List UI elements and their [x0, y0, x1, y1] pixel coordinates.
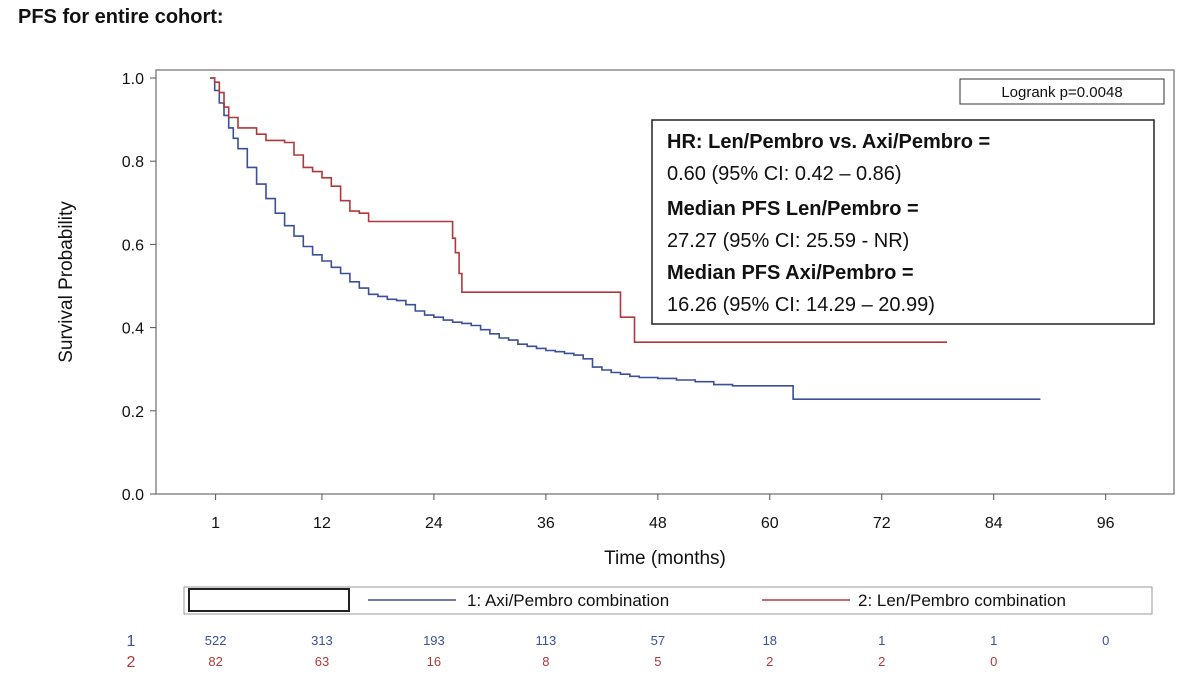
logrank-box — [959, 78, 1165, 105]
y-axis-label: Survival Probability — [56, 201, 77, 363]
y-tick-label: 0.8 — [122, 154, 144, 171]
median-axi-label: Median PFS Axi/Pembro = — [667, 262, 914, 284]
risk-count: 313 — [311, 633, 333, 648]
x-tick-label: 36 — [537, 515, 555, 532]
y-axis: 0.0 0.2 0.4 0.6 0.8 1.0 — [122, 71, 156, 504]
survival-curves — [210, 77, 1041, 400]
risk-row-label: 2 — [127, 654, 136, 671]
logrank-text: Logrank p=0.0048 — [1001, 84, 1122, 101]
y-tick-label: 0.0 — [122, 487, 144, 504]
y-tick-label: 0.2 — [122, 404, 144, 421]
risk-count: 82 — [208, 654, 222, 669]
x-tick-label: 48 — [649, 515, 667, 532]
risk-count: 18 — [763, 633, 777, 648]
risk-count: 1 — [878, 633, 885, 648]
hr-value: 0.60 (95% CI: 0.42 – 0.86) — [667, 163, 902, 185]
risk-count: 522 — [205, 633, 227, 648]
legend-swatch — [188, 588, 350, 612]
risk-count: 193 — [423, 633, 445, 648]
x-tick-label: 84 — [985, 515, 1003, 532]
risk-count: 0 — [990, 654, 997, 669]
y-tick-label: 0.4 — [122, 321, 144, 338]
x-tick-label: 24 — [425, 515, 443, 532]
risk-count: 8 — [542, 654, 549, 669]
risk-count: 16 — [427, 654, 441, 669]
risk-count: 5 — [654, 654, 661, 669]
risk-count: 63 — [315, 654, 329, 669]
risk-count: 57 — [651, 633, 665, 648]
risk-count: 2 — [878, 654, 885, 669]
series-line-len-pembro — [210, 77, 948, 343]
stats-box — [651, 119, 1155, 325]
page-title: PFS for entire cohort: — [18, 6, 224, 28]
y-tick-label: 0.6 — [122, 237, 144, 254]
x-tick-label: 1 — [211, 515, 220, 532]
hr-label: HR: Len/Pembro vs. Axi/Pembro = — [667, 131, 990, 153]
median-len-label: Median PFS Len/Pembro = — [667, 198, 919, 220]
risk-table: 1 522 313 193 113 57 18 1 1 02 82 63 16 8 5 2 2 0 — [127, 633, 1110, 671]
risk-row-label: 1 — [127, 633, 136, 650]
x-tick-label: 60 — [761, 515, 779, 532]
median-axi-value: 16.26 (95% CI: 14.29 – 20.99) — [667, 294, 935, 316]
risk-count: 2 — [766, 654, 773, 669]
median-len-value: 27.27 (95% CI: 25.59 - NR) — [667, 230, 909, 252]
risk-count: 0 — [1102, 633, 1109, 648]
legend-label-len: 2: Len/Pembro combination — [858, 591, 1066, 610]
x-tick-label: 96 — [1097, 515, 1115, 532]
plot-frame — [155, 69, 1175, 495]
x-axis-label: Time (months) — [604, 548, 726, 569]
risk-count: 1 — [990, 633, 997, 648]
x-axis: 1 12 24 36 48 60 72 84 96 — [211, 494, 1115, 532]
x-tick-label: 72 — [873, 515, 891, 532]
legend-label-axi: 1: Axi/Pembro combination — [467, 591, 669, 610]
risk-count: 113 — [536, 633, 557, 648]
series-line-axi-pembro — [210, 77, 1041, 400]
y-tick-label: 1.0 — [122, 71, 144, 88]
x-tick-label: 12 — [313, 515, 331, 532]
